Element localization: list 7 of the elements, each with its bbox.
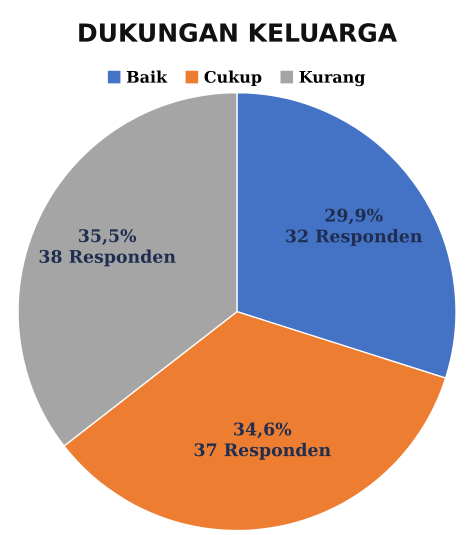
legend-label: Baik xyxy=(126,70,168,83)
data-label: 34,6% 37 Responden xyxy=(194,422,331,460)
chart-title: DUKUNGAN KELUARGA xyxy=(79,23,397,42)
data-label: 29,9% 32 Responden xyxy=(286,208,422,246)
data-label: 35,5% 38 Responden xyxy=(40,229,176,266)
legend-label: Cukup xyxy=(204,70,262,86)
legend-label: Kurang xyxy=(300,71,366,86)
